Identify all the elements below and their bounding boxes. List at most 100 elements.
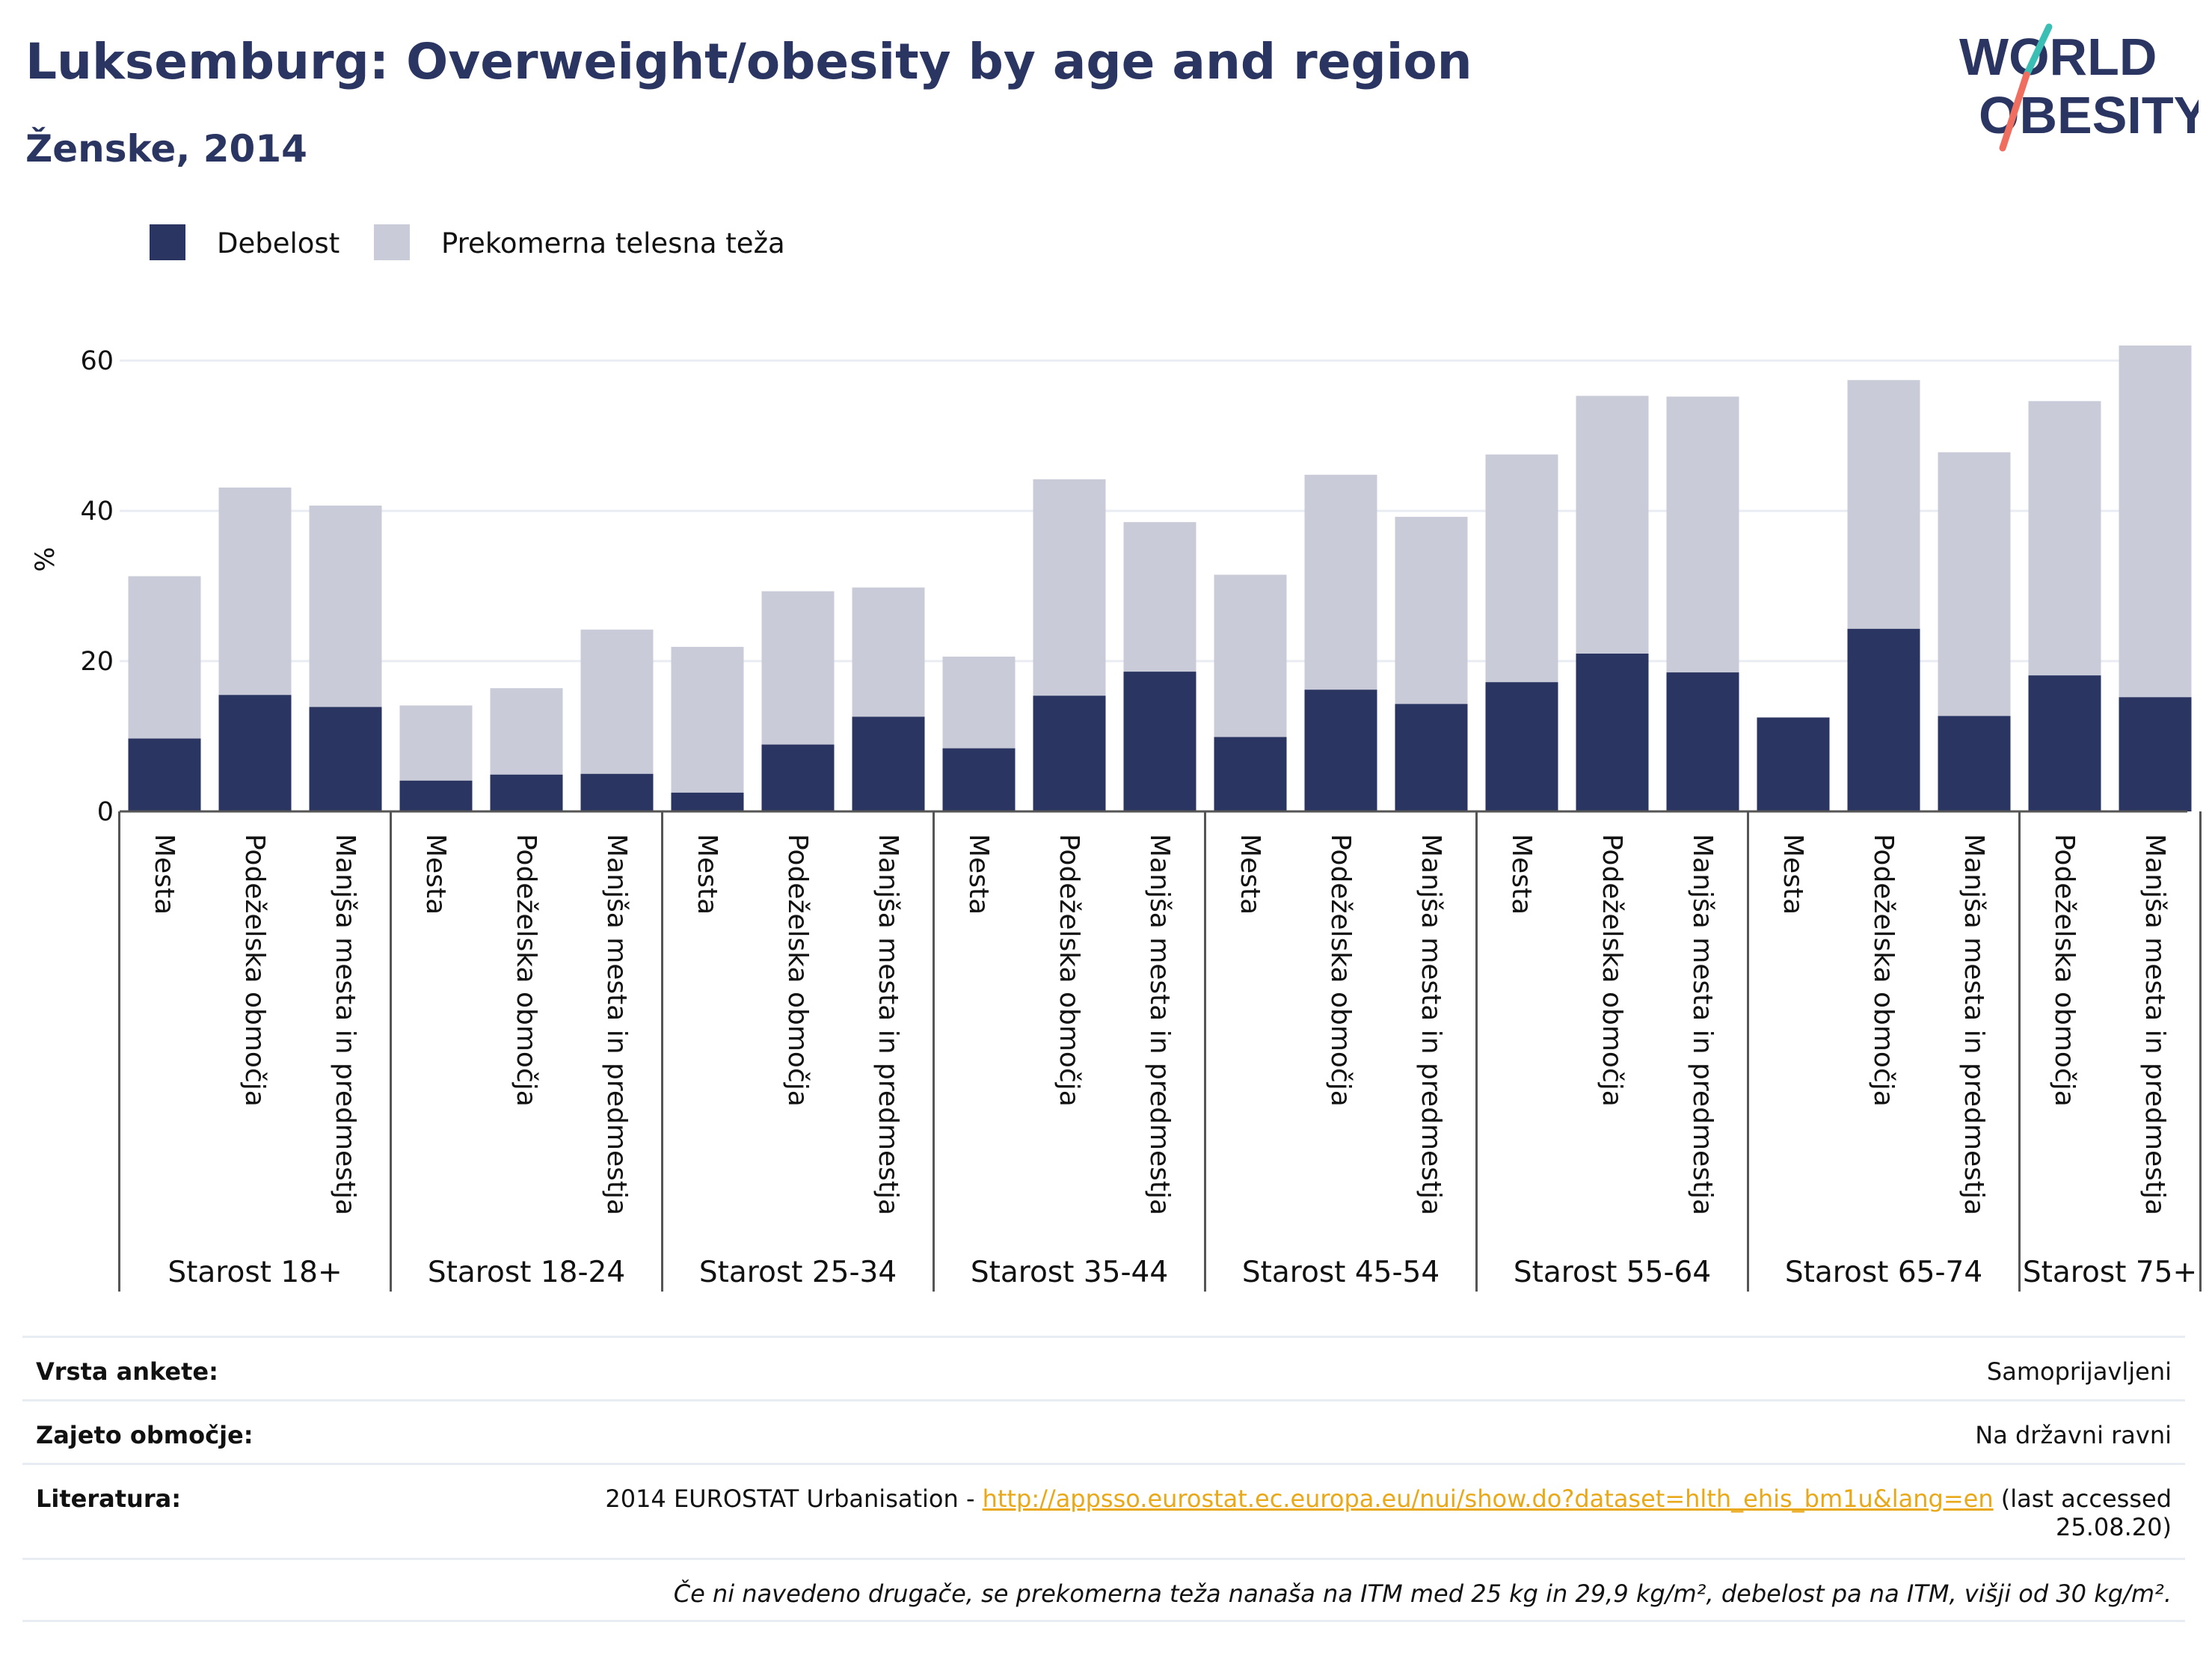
category-label: Mesta <box>1235 834 1265 915</box>
category-label: Podeželska območja <box>1054 834 1084 1107</box>
category-label: Podeželska območja <box>239 834 270 1107</box>
bar-obesity <box>1304 690 1377 811</box>
bar-overweight <box>1938 452 2011 716</box>
bar-overweight <box>580 629 654 774</box>
coverage-value: Na državni ravni <box>1975 1421 2172 1449</box>
bar-obesity <box>309 707 382 811</box>
reference-prefix: 2014 EUROSTAT Urbanisation - <box>605 1484 983 1513</box>
bar-overweight <box>1123 522 1196 672</box>
group-label: Starost 55-64 <box>1514 1256 1711 1289</box>
bar-obesity <box>1214 737 1287 811</box>
category-label: Podeželska območja <box>1597 834 1627 1107</box>
bar-obesity <box>1666 672 1739 811</box>
bar-overweight <box>761 591 835 745</box>
bar-obesity <box>490 774 563 811</box>
bar-overweight <box>1214 574 1287 737</box>
group-label: Starost 18+ <box>168 1256 342 1289</box>
info-row-coverage: Zajeto območje: Na državni ravni <box>22 1399 2185 1463</box>
legend-swatch-obesity <box>150 224 185 260</box>
bar-obesity <box>580 773 654 811</box>
category-label: Mesta <box>963 834 994 915</box>
group-label: Starost 25-34 <box>699 1256 897 1289</box>
bar-obesity <box>2028 675 2101 811</box>
bar-obesity <box>1395 704 1468 811</box>
chart-title: Luksemburg: Overweight/obesity by age an… <box>25 33 1472 90</box>
y-axis-ticks: 0 20 40 60 <box>80 346 114 827</box>
category-label: Podeželska območja <box>782 834 813 1107</box>
category-label: Mesta <box>420 834 451 915</box>
reference-value: 2014 EUROSTAT Urbanisation - http://apps… <box>605 1484 2172 1541</box>
info-row-reference: Literatura: 2014 EUROSTAT Urbanisation -… <box>22 1463 2185 1558</box>
bar-obesity <box>1938 716 2011 811</box>
bar-overweight <box>942 657 1016 749</box>
bar-overweight <box>1033 479 1106 696</box>
category-label: Manjša mesta in predmestja <box>873 834 903 1215</box>
bar-obesity <box>1847 628 1920 811</box>
category-label: Manjša mesta in predmestja <box>2139 834 2170 1215</box>
legend-label-obesity: Debelost <box>217 227 340 260</box>
category-label: Mesta <box>692 834 722 915</box>
y-tick-label: 40 <box>80 497 114 526</box>
reference-date: 25.08.20) <box>2056 1513 2172 1541</box>
reference-suffix: (last accessed <box>1993 1484 2172 1513</box>
bar-overweight <box>2119 346 2192 698</box>
bar-obesity <box>399 780 473 811</box>
bar-overweight <box>1847 380 1920 629</box>
info-table: Vrsta ankete: Samoprijavljeni Zajeto obm… <box>22 1336 2185 1622</box>
survey-type-label: Vrsta ankete: <box>36 1357 218 1386</box>
bar-overweight <box>1304 474 1377 690</box>
reference-label: Literatura: <box>36 1484 181 1513</box>
legend-label-overweight: Prekomerna telesna teža <box>441 227 785 260</box>
bar-overweight <box>852 587 925 717</box>
bar-overweight <box>671 646 744 793</box>
y-tick-label: 20 <box>80 647 114 677</box>
category-label: Podeželska območja <box>1325 834 1356 1107</box>
stacked-bar-chart: Debelost Prekomerna telesna teža % 0 20 40… <box>31 224 2202 1292</box>
bar-overweight <box>1395 517 1468 704</box>
legend-swatch-overweight <box>374 224 410 260</box>
category-label: Mesta <box>1506 834 1537 915</box>
legend: Debelost Prekomerna telesna teža <box>150 224 785 260</box>
y-tick-label: 0 <box>97 797 114 827</box>
x-axis: Mesta Podeželska območja Manjša mesta in p… <box>118 810 2202 1292</box>
info-row-survey-type: Vrsta ankete: Samoprijavljeni <box>22 1336 2185 1399</box>
bar-obesity <box>218 695 292 811</box>
chart-subtitle: Ženske, 2014 <box>25 127 307 171</box>
survey-type-value: Samoprijavljeni <box>1986 1357 2172 1386</box>
category-label: Podeželska območja <box>1868 834 1899 1107</box>
bar-obesity <box>128 738 201 811</box>
bar-overweight <box>2028 401 2101 676</box>
bar-obesity <box>671 792 744 811</box>
group-label: Starost 65-74 <box>1785 1256 1982 1289</box>
bar-obesity <box>1123 672 1196 811</box>
bar-obesity <box>1757 717 1830 811</box>
world-obesity-logo: WORLD OBESITY <box>1959 23 2199 152</box>
bar-overweight <box>1666 396 1739 673</box>
category-label: Manjša mesta in predmestja <box>1958 834 1989 1215</box>
definition-note: Če ni navedeno drugače, se prekomerna te… <box>673 1579 2172 1608</box>
bar-obesity <box>761 744 835 811</box>
reference-link[interactable]: http://appsso.eurostat.ec.europa.eu/nui/… <box>982 1484 1994 1513</box>
bar-overweight <box>218 487 292 696</box>
logo-line-world: WORLD <box>1959 28 2157 86</box>
group-label: Starost 18-24 <box>428 1256 625 1289</box>
bar-obesity <box>1033 696 1106 811</box>
category-label: Manjša mesta in predmestja <box>601 834 632 1215</box>
category-label: Manjša mesta in predmestja <box>1144 834 1175 1215</box>
y-tick-label: 60 <box>80 346 114 376</box>
bar-obesity <box>1485 682 1558 811</box>
category-label: Mesta <box>1778 834 1808 915</box>
bar-overweight <box>490 688 563 775</box>
y-axis-label: % <box>31 547 61 571</box>
category-label: Podeželska območja <box>511 834 541 1107</box>
group-label: Starost 45-54 <box>1242 1256 1440 1289</box>
bars <box>128 346 2192 811</box>
info-row-note: Če ni navedeno drugače, se prekomerna te… <box>22 1558 2185 1622</box>
category-label: Manjša mesta in predmestja <box>330 834 360 1215</box>
bar-obesity <box>942 748 1016 811</box>
bar-obesity <box>2119 697 2192 811</box>
category-label: Podeželska območja <box>2049 834 2080 1107</box>
bar-overweight <box>128 576 201 739</box>
logo-slash-coral <box>1999 71 2030 152</box>
category-label: Mesta <box>149 834 179 915</box>
